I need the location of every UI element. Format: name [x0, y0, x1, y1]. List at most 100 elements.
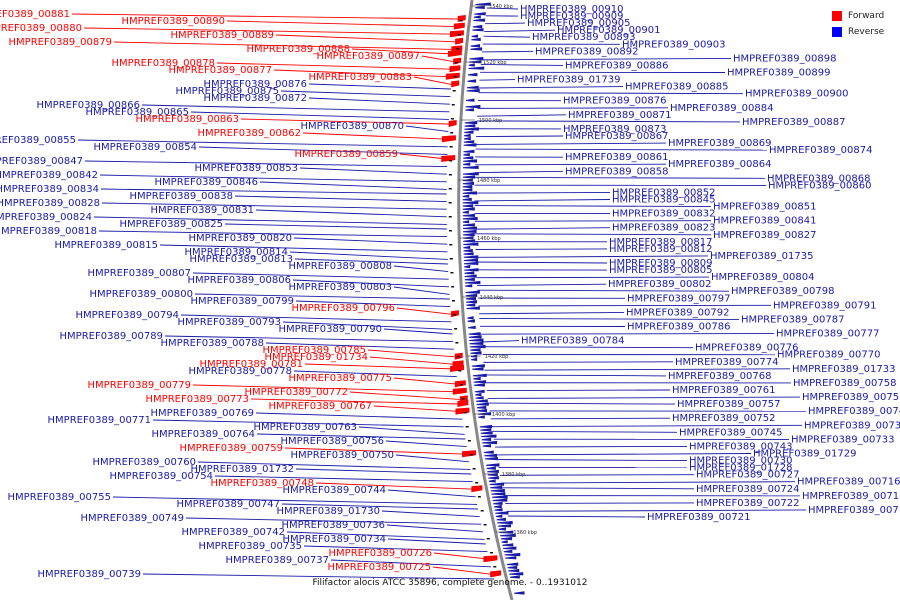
gene-label[interactable]: HMPREF0389_00788: [161, 338, 264, 349]
gene-label[interactable]: HMPREF0389_00887: [742, 117, 845, 128]
gene-label[interactable]: HMPREF0389_00890: [122, 16, 225, 27]
gene-label[interactable]: HMPREF0389_00769: [151, 408, 254, 419]
gene-label[interactable]: HMPREF0389_00770: [777, 350, 880, 361]
gene-label[interactable]: HMPREF0389_00815: [55, 240, 158, 251]
gene-label[interactable]: HMPREF0389_00793: [178, 317, 281, 328]
gene-label[interactable]: HMPREF0389_00872: [204, 93, 307, 104]
gene-label[interactable]: HMPREF0389_00892: [535, 46, 638, 57]
gene-label[interactable]: HMPREF0389_00791: [773, 300, 876, 311]
gene-label[interactable]: HMPREF0389_00853: [195, 163, 298, 174]
gene-label[interactable]: HMPREF0389_00797: [627, 293, 730, 304]
gene-label[interactable]: HMPREF0389_00764: [152, 429, 255, 440]
gene-label[interactable]: HMPREF0389_00771: [48, 415, 151, 426]
gene-label[interactable]: HMPREF0389_00863: [136, 114, 239, 125]
gene-label[interactable]: HMPREF0389_00774: [675, 357, 778, 368]
gene-label[interactable]: HMPREF0389_00752: [672, 413, 775, 424]
gene-label[interactable]: HMPREF0389_00751: [802, 392, 900, 403]
gene-label[interactable]: HMPREF0389_00722: [696, 498, 799, 509]
gene-label[interactable]: HMPREF0389_00721: [647, 512, 750, 523]
gene-label[interactable]: HMPREF0389_00881: [0, 9, 70, 20]
gene-label[interactable]: HMPREF0389_00854: [94, 142, 197, 153]
gene-label[interactable]: HMPREF0389_00860: [768, 180, 871, 191]
gene-label[interactable]: HMPREF0389_00845: [612, 195, 715, 206]
gene-label[interactable]: HMPREF0389_00884: [670, 103, 773, 114]
gene-label[interactable]: HMPREF0389_00851: [713, 202, 816, 213]
gene-label[interactable]: HMPREF0389_00735: [199, 541, 302, 552]
gene-label[interactable]: HMPREF0389_00877: [169, 65, 272, 76]
gene-label[interactable]: HMPREF0389_00899: [727, 68, 830, 79]
gene-label[interactable]: HMPREF0389_01733: [792, 364, 895, 375]
gene-label[interactable]: HMPREF0389_00889: [171, 30, 274, 41]
gene-label[interactable]: HMPREF0389_00755: [8, 492, 111, 503]
gene-label[interactable]: HMPREF0389_01735: [710, 251, 813, 262]
gene-label[interactable]: HMPREF0389_00898: [733, 53, 836, 64]
gene-label[interactable]: HMPREF0389_00812: [609, 244, 712, 255]
gene-label[interactable]: HMPREF0389_00804: [711, 272, 814, 283]
gene-label[interactable]: HMPREF0389_00716: [797, 477, 900, 488]
gene-label[interactable]: HMPREF0389_00861: [565, 152, 668, 163]
gene-label[interactable]: HMPREF0389_00777: [776, 329, 879, 340]
gene-label[interactable]: HMPREF0389_00847: [0, 156, 83, 167]
gene-label[interactable]: HMPREF0389_00757: [677, 399, 780, 410]
gene-label[interactable]: HMPREF0389_00726: [329, 548, 432, 559]
gene-label[interactable]: HMPREF0389_00724: [696, 484, 799, 495]
gene-label[interactable]: HMPREF0389_00736: [282, 520, 385, 531]
gene-label[interactable]: HMPREF0389_00750: [291, 450, 394, 461]
gene-label[interactable]: HMPREF0389_00855: [0, 135, 76, 146]
gene-label[interactable]: HMPREF0389_00742: [182, 527, 285, 538]
gene-label[interactable]: HMPREF0389_00893: [532, 32, 635, 43]
gene-label[interactable]: HMPREF0389_00824: [0, 212, 92, 223]
gene-label[interactable]: HMPREF0389_00779: [88, 380, 191, 391]
gene-label[interactable]: HMPREF0389_00789: [60, 331, 163, 342]
gene-label[interactable]: HMPREF0389_00859: [295, 149, 398, 160]
gene-label[interactable]: HMPREF0389_00800: [90, 289, 193, 300]
gene-label[interactable]: HMPREF0389_00805: [609, 265, 712, 276]
gene-label[interactable]: HMPREF0389_00761: [672, 385, 775, 396]
gene-label[interactable]: HMPREF0389_00803: [289, 282, 392, 293]
gene-label[interactable]: HMPREF0389_00846: [155, 177, 258, 188]
gene-label[interactable]: HMPREF0389_00733: [791, 434, 894, 445]
gene-label[interactable]: HMPREF0389_00807: [88, 268, 191, 279]
gene-label[interactable]: HMPREF0389_00802: [608, 279, 711, 290]
gene-label[interactable]: HMPREF0389_00759: [180, 443, 283, 454]
gene-label[interactable]: HMPREF0389_00790: [279, 324, 382, 335]
gene-label[interactable]: HMPREF0389_00820: [189, 233, 292, 244]
gene-label[interactable]: HMPREF0389_00749: [81, 513, 184, 524]
gene-label[interactable]: HMPREF0389_01730: [277, 506, 380, 517]
gene-label[interactable]: HMPREF0389_00796: [292, 303, 395, 314]
gene-label[interactable]: HMPREF0389_00773: [146, 394, 249, 405]
gene-label[interactable]: HMPREF0389_00871: [568, 110, 671, 121]
gene-label[interactable]: HMPREF0389_00775: [289, 373, 392, 384]
gene-label[interactable]: HMPREF0389_00813: [190, 254, 293, 265]
gene-label[interactable]: HMPREF0389_00738: [804, 420, 900, 431]
gene-label[interactable]: HMPREF0389_00838: [130, 191, 233, 202]
gene-label[interactable]: HMPREF0389_00834: [0, 184, 99, 195]
gene-label[interactable]: HMPREF0389_00831: [151, 205, 254, 216]
gene-label[interactable]: HMPREF0389_00879: [9, 37, 112, 48]
gene-label[interactable]: HMPREF0389_00818: [0, 226, 97, 237]
gene-label[interactable]: HMPREF0389_00864: [668, 159, 771, 170]
gene-label[interactable]: HMPREF0389_00883: [309, 72, 412, 83]
gene-label[interactable]: HMPREF0389_00867: [565, 131, 668, 142]
gene-label[interactable]: HMPREF0389_00823: [612, 223, 715, 234]
gene-label[interactable]: HMPREF0389_00767: [269, 401, 372, 412]
gene-label[interactable]: HMPREF0389_00758: [793, 378, 896, 389]
gene-label[interactable]: HMPREF0389_00808: [289, 261, 392, 272]
gene-label[interactable]: HMPREF0389_00787: [741, 314, 844, 325]
gene-label[interactable]: HMPREF0389_00798: [731, 286, 834, 297]
gene-label[interactable]: HMPREF0389_00768: [668, 371, 771, 382]
gene-label[interactable]: HMPREF0389_00825: [120, 219, 223, 230]
gene-label[interactable]: HMPREF0389_00778: [189, 366, 292, 377]
gene-label[interactable]: HMPREF0389_00710: [808, 505, 900, 516]
gene-label[interactable]: HMPREF0389_00794: [76, 310, 179, 321]
gene-label[interactable]: HMPREF0389_00711: [802, 491, 900, 502]
gene-label[interactable]: HMPREF0389_00747: [177, 499, 280, 510]
gene-label[interactable]: HMPREF0389_00799: [191, 296, 294, 307]
gene-label[interactable]: HMPREF0389_00763: [254, 422, 357, 433]
gene-label[interactable]: HMPREF0389_00756: [281, 436, 384, 447]
gene-label[interactable]: HMPREF0389_00858: [565, 166, 668, 177]
gene-label[interactable]: HMPREF0389_00786: [627, 322, 730, 333]
gene-label[interactable]: HMPREF0389_00842: [0, 170, 98, 181]
gene-label[interactable]: HMPREF0389_00746: [808, 406, 900, 417]
gene-label[interactable]: HMPREF0389_00792: [626, 307, 729, 318]
